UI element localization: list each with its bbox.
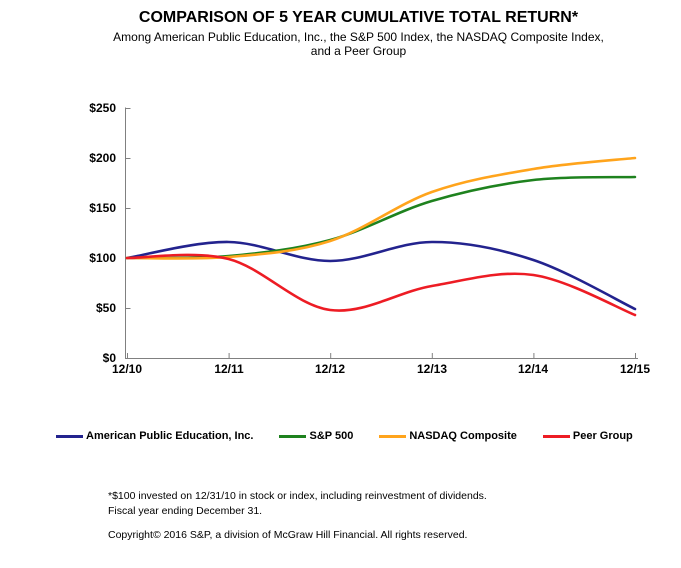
y-axis-label-150: $150: [89, 201, 116, 215]
y-axis-label-100: $100: [89, 251, 116, 265]
footnote-line2: Fiscal year ending December 31.: [108, 504, 263, 517]
chart-title: COMPARISON OF 5 YEAR CUMULATIVE TOTAL RE…: [138, 9, 579, 26]
x-axis-label-12-12: 12/12: [314, 362, 346, 376]
x-axis-label-12-14: 12/14: [517, 362, 549, 376]
chart-subtitle-line2: and a Peer Group: [310, 44, 407, 58]
chart-legend: American Public Education, Inc. S&P 500 …: [56, 430, 633, 442]
chart-header: COMPARISON OF 5 YEAR CUMULATIVE TOTAL RE…: [36, 9, 681, 58]
copyright-notice: Copyright© 2016 S&P, a division of McGra…: [108, 529, 468, 541]
legend-label-nasdaq: NASDAQ Composite: [409, 430, 517, 442]
series-line-peer-group: [125, 253, 637, 317]
y-axis-label-0: $0: [102, 351, 116, 365]
x-axis-label-12-11: 12/11: [214, 362, 244, 376]
legend-item-sp500: S&P 500: [279, 430, 353, 442]
legend-line-swatch-nasdaq: [379, 434, 407, 438]
x-axis-label-12-13: 12/13: [416, 362, 448, 376]
legend-item-nasdaq: NASDAQ Composite: [379, 430, 517, 442]
legend-label-apei: American Public Education, Inc.: [86, 430, 254, 442]
chart-subtitle-line1: Among American Public Education, Inc., t…: [113, 30, 604, 44]
legend-line-swatch-apei: [56, 434, 83, 438]
legend-label-peer-group: Peer Group: [572, 430, 633, 442]
legend-item-peer-group: Peer Group: [542, 430, 633, 442]
axis-lines: [125, 107, 638, 359]
x-axis-label-12-10: 12/10: [111, 362, 143, 376]
legend-label-sp500: S&P 500: [309, 430, 354, 442]
y-axis-label-250: $250: [89, 101, 116, 115]
series-line-american-public-education-inc: [125, 240, 637, 311]
y-axis-label-200: $200: [89, 151, 116, 165]
y-axis-label-50: $50: [95, 301, 116, 315]
legend-item-apei: American Public Education, Inc.: [56, 430, 253, 442]
footnote-line1: *$100 invested on 12/31/10 in stock or i…: [108, 490, 487, 502]
x-axis-label-12-15: 12/15: [619, 362, 651, 376]
chart-footnotes: *$100 invested on 12/31/10 in stock or i…: [108, 489, 487, 518]
legend-line-swatch-sp500: [279, 434, 307, 438]
legend-line-swatch-peer-group: [542, 434, 570, 438]
